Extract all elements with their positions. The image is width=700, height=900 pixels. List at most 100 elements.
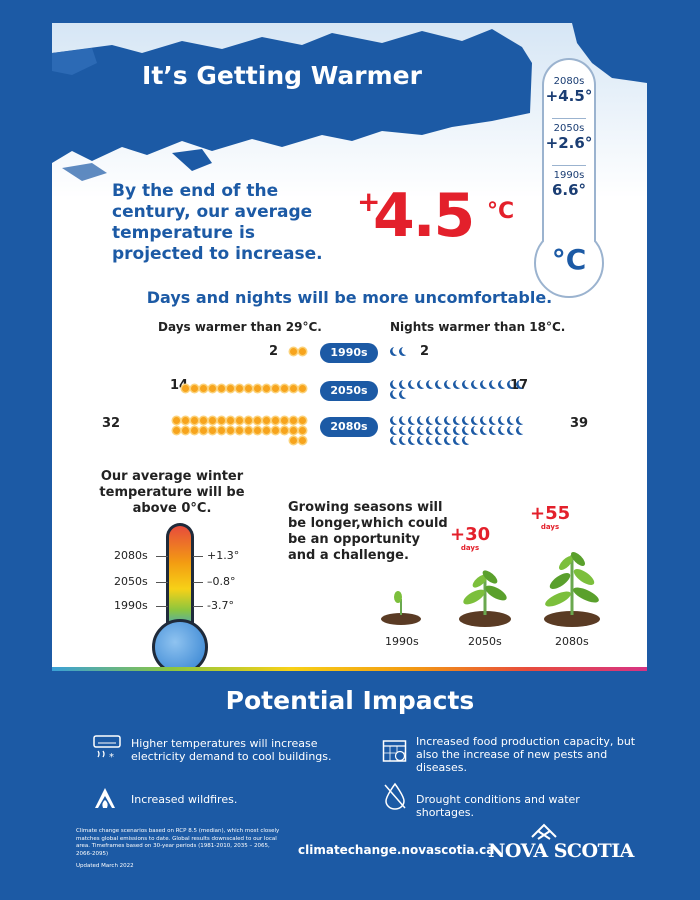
moon-icon xyxy=(408,380,417,389)
plant-year-2080s: 2080s xyxy=(555,635,589,648)
sun-icon xyxy=(263,385,270,392)
moon-icon xyxy=(444,416,453,425)
sun-icon xyxy=(245,417,252,424)
sun-icon xyxy=(299,437,306,444)
winter-value-1990s: -3.7° xyxy=(207,599,234,612)
sun-icon xyxy=(290,427,297,434)
infographic-card: It’s Getting Warmer 2080s +4.5° 2050s +2… xyxy=(52,23,647,671)
nova-scotia-logo-icon xyxy=(531,823,557,840)
sun-icon xyxy=(191,385,198,392)
moon-icon xyxy=(471,416,480,425)
young-plant-icon xyxy=(459,570,511,627)
sun-icon xyxy=(263,417,270,424)
moon-icon xyxy=(507,416,516,425)
updated-date: Updated March 2022 xyxy=(76,863,134,869)
winter-year-2080s: 2080s xyxy=(114,549,148,562)
sun-icon xyxy=(227,385,234,392)
moon-icon xyxy=(399,436,408,445)
sun-icon xyxy=(281,427,288,434)
nights-column-label: Nights warmer than 18°C. xyxy=(390,320,566,334)
sun-icon xyxy=(263,427,270,434)
svg-text:*: * xyxy=(109,752,114,763)
sun-icon xyxy=(299,427,306,434)
moon-icon xyxy=(516,426,525,435)
winter-value-2050s: –0.8° xyxy=(207,575,236,588)
growing-statement: Growing seasons will be longer,which cou… xyxy=(288,500,448,563)
impact-drought-text: Drought conditions and water shortages. xyxy=(416,793,580,819)
moon-icon xyxy=(417,380,426,389)
moon-icon xyxy=(399,390,408,399)
moon-icon xyxy=(471,426,480,435)
nights-count-2080s: 39 xyxy=(570,416,589,431)
mature-plant-icon xyxy=(544,552,600,627)
impact-cooling-text: Higher temperatures will increase electr… xyxy=(131,737,332,763)
sun-icon xyxy=(299,417,306,424)
sun-icon xyxy=(299,348,306,355)
sun-icon xyxy=(299,385,306,392)
sun-icon xyxy=(209,417,216,424)
moon-icon xyxy=(399,426,408,435)
days-column-label: Days warmer than 29°C. xyxy=(158,320,322,334)
moon-icon xyxy=(435,416,444,425)
sun-icon xyxy=(254,385,261,392)
website-link[interactable]: climatechange.novascotia.ca xyxy=(298,843,495,857)
moon-icon xyxy=(426,436,435,445)
moon-icon xyxy=(498,380,507,389)
moon-icon xyxy=(507,380,516,389)
moon-icon xyxy=(390,390,399,399)
sun-icon xyxy=(254,417,261,424)
sun-icon xyxy=(227,417,234,424)
moon-icon xyxy=(480,426,489,435)
thermo-level-2050s: 2050s +2.6° xyxy=(545,123,593,152)
air-conditioner-icon: * xyxy=(93,735,121,763)
moon-icon xyxy=(426,416,435,425)
moon-icon xyxy=(471,380,480,389)
sun-icon xyxy=(272,385,279,392)
moon-icon xyxy=(453,380,462,389)
impacts-heading: Potential Impacts xyxy=(225,686,475,715)
moon-icon xyxy=(399,416,408,425)
days-count-1990s: 2 xyxy=(269,344,279,359)
moon-icon xyxy=(435,380,444,389)
moon-icon xyxy=(417,436,426,445)
moon-icon xyxy=(426,426,435,435)
winter-thermometer xyxy=(152,523,208,671)
moon-icon xyxy=(462,436,471,445)
period-pill-2080s: 2080s xyxy=(320,417,378,437)
days-count-2080s: 32 xyxy=(102,416,121,431)
winter-value-2080s: +1.3° xyxy=(207,549,240,562)
moon-icon xyxy=(507,426,516,435)
sun-icon xyxy=(173,427,180,434)
sun-icon xyxy=(290,417,297,424)
nights-count-2050s: 17 xyxy=(510,378,529,393)
sun-icon xyxy=(200,417,207,424)
moon-icon xyxy=(444,436,453,445)
moon-icon xyxy=(426,380,435,389)
growing-increase-2080s: +55 days xyxy=(530,503,571,532)
thermo-level-2080s: 2080s +4.5° xyxy=(545,76,593,105)
days-nights-heading: Days and nights will be more uncomfortab… xyxy=(146,288,553,307)
sun-icon xyxy=(191,417,198,424)
moon-icon xyxy=(516,380,525,389)
moon-icon xyxy=(435,436,444,445)
moon-icon xyxy=(390,426,399,435)
sun-icon xyxy=(236,427,243,434)
sun-icon xyxy=(272,427,279,434)
century-statement: By the end of the century, our average t… xyxy=(112,181,323,264)
celsius-unit: °C xyxy=(551,243,587,276)
moon-icon xyxy=(408,426,417,435)
nights-count-1990s: 2 xyxy=(420,344,430,359)
moon-icon xyxy=(498,426,507,435)
sun-icon xyxy=(290,437,297,444)
winter-statement: Our average winter temperature will be a… xyxy=(99,469,245,516)
moon-icon xyxy=(462,416,471,425)
plants-illustration xyxy=(381,552,600,627)
page-title: It’s Getting Warmer xyxy=(142,61,422,90)
sun-icon xyxy=(245,427,252,434)
moon-icon xyxy=(399,347,408,356)
sun-icon xyxy=(245,385,252,392)
moon-icon xyxy=(489,380,498,389)
drought-icon xyxy=(384,782,406,810)
sun-icon xyxy=(173,417,180,424)
moon-icon xyxy=(390,380,399,389)
